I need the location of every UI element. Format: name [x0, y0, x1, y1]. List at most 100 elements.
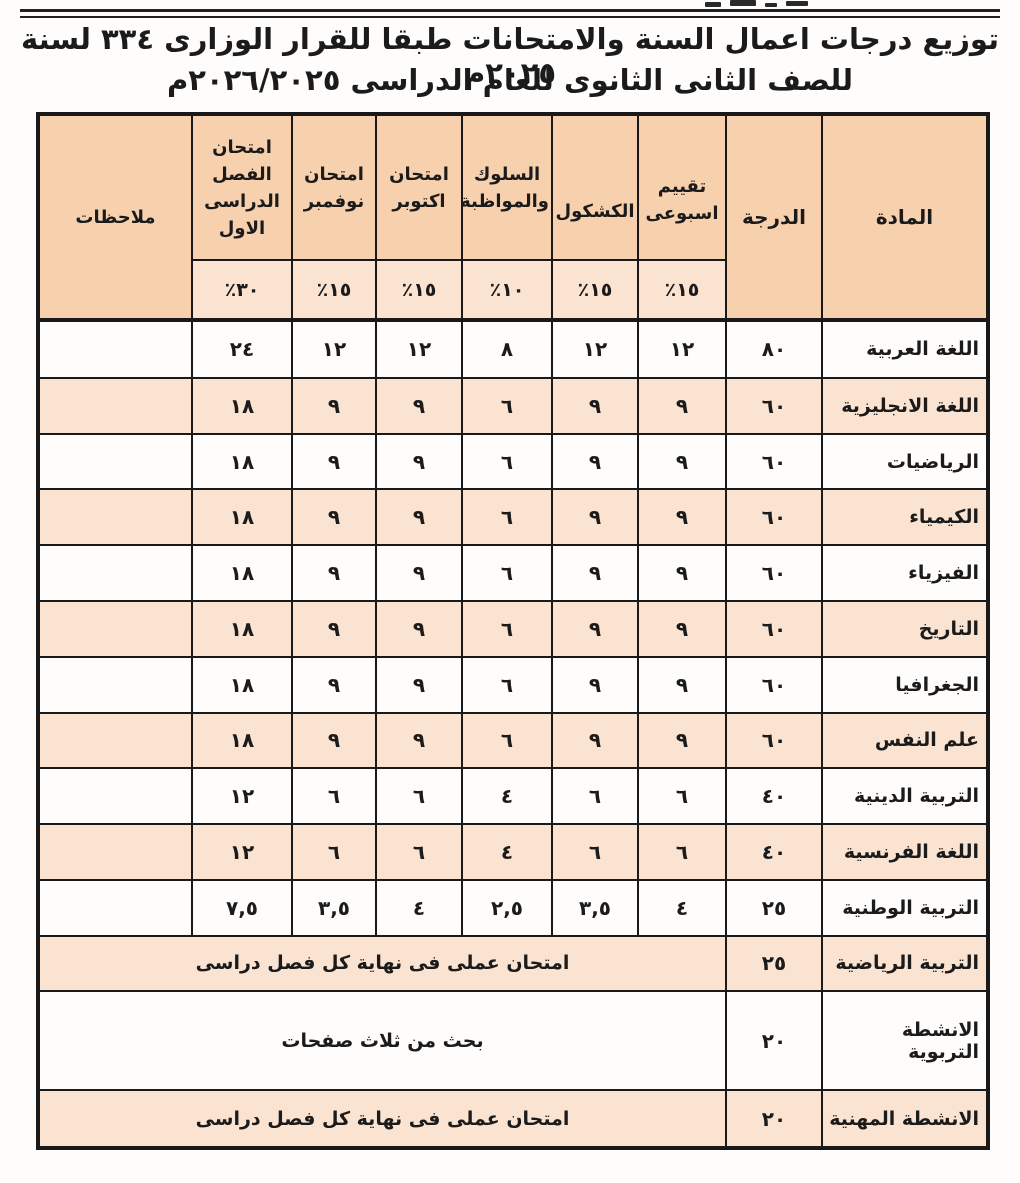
score-cell: ٩ — [375, 544, 463, 602]
score-cell: ١٨ — [191, 376, 293, 435]
score-column-percent: ١٥٪ — [551, 259, 639, 322]
score-cell: ١٢ — [191, 767, 293, 826]
grade-cell: ٦٠ — [725, 655, 823, 714]
score-cell: ٢٤ — [191, 318, 293, 379]
table-row: الانشطة المهنية ٢٠ امتحان عملى فى نهاية كل… — [37, 1089, 989, 1149]
notes-cell — [37, 544, 193, 602]
score-cell: ٩ — [637, 376, 727, 435]
notes-cell — [37, 767, 193, 826]
subject-cell: التربية الوطنية — [821, 878, 989, 937]
score-cell: ٩ — [291, 432, 377, 491]
grade-cell: ٤٠ — [725, 823, 823, 881]
score-cell: ٩ — [291, 488, 377, 547]
score-cell: ٩ — [291, 599, 377, 658]
table-row: التربية الرياضية ٢٥ امتحان عملى فى نهاية ك… — [37, 934, 989, 993]
score-cell: ١٢ — [551, 318, 639, 379]
table-row: التربية الوطنية ٢٥ ٤ ٣,٥ ٢,٥ ٤ ٣,٥ ٧,٥ — [37, 878, 989, 937]
score-column-percent: ١٥٪ — [637, 259, 727, 322]
score-column-percent: ١٥٪ — [375, 259, 463, 322]
score-cell: ٩ — [291, 544, 377, 602]
table-row: اللغة الانجليزية ٦٠ ٩ ٩ ٦ ٩ ٩ ١٨ — [37, 376, 989, 435]
subject-cell: الانشطة المهنية — [821, 1089, 989, 1149]
score-cell: ٩ — [551, 655, 639, 714]
score-cell: ٦ — [461, 544, 553, 602]
score-cell: ٩ — [375, 376, 463, 435]
score-cell: ٦ — [551, 767, 639, 826]
score-column-header: امتحان اكتوبر — [375, 113, 463, 261]
grade-cell: ٢٥ — [725, 934, 823, 993]
score-column-header: السلوك والمواظبة — [461, 113, 553, 261]
subject-column-header: المادة — [821, 113, 989, 321]
grade-cell: ٦٠ — [725, 711, 823, 770]
score-cell: ٣,٥ — [291, 878, 377, 937]
score-cell: ١٨ — [191, 488, 293, 547]
score-cell: ٩ — [551, 544, 639, 602]
score-cell: ٦ — [461, 376, 553, 435]
score-column-percent: ١٥٪ — [291, 259, 377, 322]
score-cell: ٦ — [291, 767, 377, 826]
score-cell: ٩ — [291, 376, 377, 435]
table-row: اللغة العربية ٨٠ ١٢ ١٢ ٨ ١٢ ١٢ ٢٤ — [37, 318, 989, 379]
table-row: الفيزياء ٦٠ ٩ ٩ ٦ ٩ ٩ ١٨ — [37, 544, 989, 602]
grade-cell: ٢٥ — [725, 878, 823, 937]
table-row: الكيمياء ٦٠ ٩ ٩ ٦ ٩ ٩ ١٨ — [37, 488, 989, 547]
score-cell: ٦ — [637, 823, 727, 881]
grade-cell: ٦٠ — [725, 544, 823, 602]
score-cell: ٩ — [375, 655, 463, 714]
grade-cell: ٦٠ — [725, 376, 823, 435]
score-cell: ١٢ — [375, 318, 463, 379]
score-cell: ٢,٥ — [461, 878, 553, 937]
score-cell: ١٨ — [191, 599, 293, 658]
score-cell: ٦ — [637, 767, 727, 826]
score-cell: ٦ — [461, 711, 553, 770]
score-cell: ٤ — [461, 823, 553, 881]
notes-cell — [37, 599, 193, 658]
score-cell: ٩ — [291, 655, 377, 714]
grade-cell: ٦٠ — [725, 432, 823, 491]
subject-cell: اللغة الفرنسية — [821, 823, 989, 881]
table-row: الانشطة التربوية ٢٠ بحث من ثلاث صفحات — [37, 990, 989, 1091]
notes-cell — [37, 823, 193, 881]
score-cell: ١٢ — [191, 823, 293, 881]
subject-cell: علم النفس — [821, 711, 989, 770]
table-row: اللغة الفرنسية ٤٠ ٦ ٦ ٤ ٦ ٦ ١٢ — [37, 823, 989, 881]
subject-cell: الرياضيات — [821, 432, 989, 491]
score-cell: ١٨ — [191, 655, 293, 714]
subject-cell: التربية الرياضية — [821, 934, 989, 993]
subject-cell: الانشطة التربوية — [821, 990, 989, 1091]
notes-cell — [37, 655, 193, 714]
score-cell: ٩ — [551, 376, 639, 435]
subject-cell: التاريخ — [821, 599, 989, 658]
grade-cell: ٢٠ — [725, 1089, 823, 1149]
score-cell: ٩ — [551, 432, 639, 491]
score-cell: ١٨ — [191, 711, 293, 770]
score-column-percent: ٣٠٪ — [191, 259, 293, 322]
table-row: التاريخ ٦٠ ٩ ٩ ٦ ٩ ٩ ١٨ — [37, 599, 989, 658]
score-cell: ٩ — [291, 711, 377, 770]
cropped-text-fragment — [705, 0, 815, 8]
merged-note-cell: بحث من ثلاث صفحات — [37, 990, 727, 1091]
score-cell: ٩ — [637, 488, 727, 547]
score-cell: ٩ — [637, 599, 727, 658]
score-cell: ٦ — [375, 823, 463, 881]
grade-cell: ٦٠ — [725, 488, 823, 547]
score-cell: ٩ — [637, 655, 727, 714]
score-cell: ٩ — [375, 488, 463, 547]
subject-cell: الكيمياء — [821, 488, 989, 547]
table-row: الرياضيات ٦٠ ٩ ٩ ٦ ٩ ٩ ١٨ — [37, 432, 989, 491]
notes-column-header: ملاحظات — [37, 113, 193, 321]
score-column-header: امتحان الفصل الدراسى الاول — [191, 113, 293, 261]
score-cell: ٩ — [375, 711, 463, 770]
score-column-percent: ١٠٪ — [461, 259, 553, 322]
score-cell: ٩ — [637, 432, 727, 491]
grade-column-header: الدرجة — [725, 113, 823, 321]
merged-note-cell: امتحان عملى فى نهاية كل فصل دراسى — [37, 1089, 727, 1149]
subject-cell: اللغة العربية — [821, 318, 989, 379]
subject-cell: الجغرافيا — [821, 655, 989, 714]
score-cell: ٩ — [375, 599, 463, 658]
double-rule — [20, 9, 1000, 18]
score-column-header: الكشكول — [551, 113, 639, 261]
score-cell: ٧,٥ — [191, 878, 293, 937]
score-cell: ٦ — [461, 599, 553, 658]
